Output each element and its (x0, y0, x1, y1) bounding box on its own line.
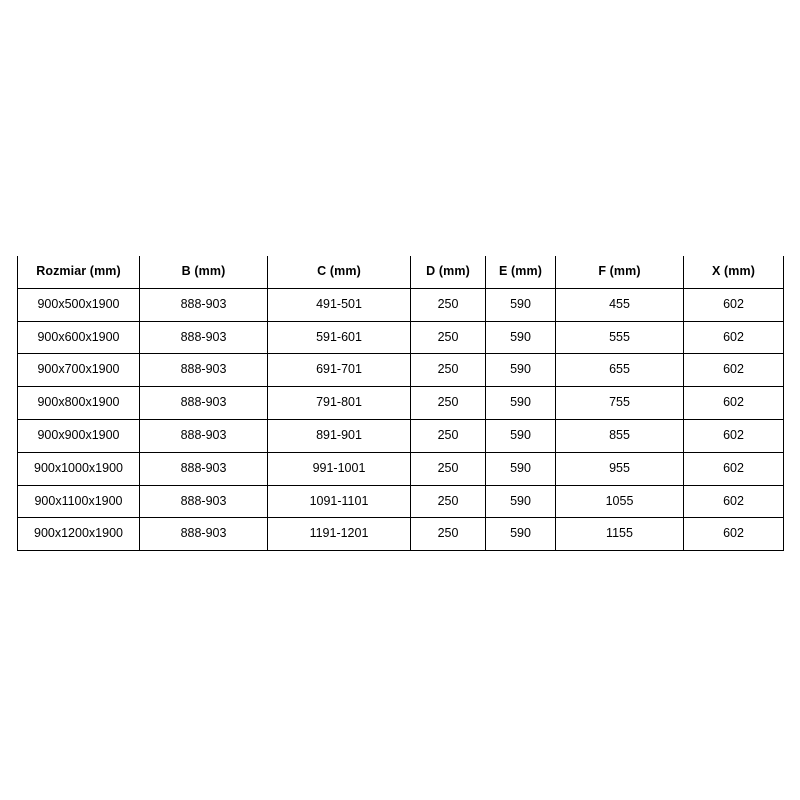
cell-f: 755 (555, 386, 684, 420)
cell-x: 602 (683, 485, 784, 519)
cell-f: 655 (555, 353, 684, 388)
table-row: 900x500x1900 888-903 491-501 250 590 455… (17, 288, 784, 322)
cell-e: 590 (485, 288, 556, 322)
cell-d: 250 (410, 386, 486, 420)
table-header-row: Rozmiar (mm) B (mm) C (mm) D (mm) E (mm)… (17, 256, 784, 289)
cell-d: 250 (410, 321, 486, 355)
cell-f: 555 (555, 321, 684, 355)
cell-d: 250 (410, 485, 486, 519)
table-row: 900x1000x1900 888-903 991-1001 250 590 9… (17, 452, 784, 486)
cell-x: 602 (683, 419, 784, 453)
cell-b: 888-903 (139, 288, 268, 322)
cell-f: 1055 (555, 485, 684, 519)
table-row: 900x700x1900 888-903 691-701 250 590 655… (17, 353, 784, 388)
cell-f: 455 (555, 288, 684, 322)
cell-b: 888-903 (139, 485, 268, 519)
cell-e: 590 (485, 517, 556, 552)
cell-rozmiar: 900x700x1900 (17, 353, 140, 388)
cell-e: 590 (485, 386, 556, 420)
cell-d: 250 (410, 419, 486, 453)
table-row: 900x900x1900 888-903 891-901 250 590 855… (17, 419, 784, 453)
column-header-c: C (mm) (267, 256, 411, 289)
cell-d: 250 (410, 452, 486, 486)
cell-f: 1155 (555, 517, 684, 552)
dimensions-table: Rozmiar (mm) B (mm) C (mm) D (mm) E (mm)… (17, 256, 784, 552)
cell-rozmiar: 900x600x1900 (17, 321, 140, 355)
cell-c: 1191-1201 (267, 517, 411, 552)
cell-e: 590 (485, 419, 556, 453)
cell-e: 590 (485, 353, 556, 388)
cell-x: 602 (683, 288, 784, 322)
cell-rozmiar: 900x800x1900 (17, 386, 140, 420)
column-header-b: B (mm) (139, 256, 268, 289)
cell-rozmiar: 900x500x1900 (17, 288, 140, 322)
column-header-d: D (mm) (410, 256, 486, 289)
cell-rozmiar: 900x1000x1900 (17, 452, 140, 486)
cell-b: 888-903 (139, 419, 268, 453)
cell-b: 888-903 (139, 321, 268, 355)
cell-c: 1091-1101 (267, 485, 411, 519)
cell-b: 888-903 (139, 386, 268, 420)
table-row: 900x800x1900 888-903 791-801 250 590 755… (17, 386, 784, 420)
cell-b: 888-903 (139, 353, 268, 388)
cell-rozmiar: 900x1200x1900 (17, 517, 140, 552)
table-row: 900x600x1900 888-903 591-601 250 590 555… (17, 321, 784, 355)
cell-d: 250 (410, 517, 486, 552)
column-header-rozmiar: Rozmiar (mm) (17, 256, 140, 289)
cell-rozmiar: 900x900x1900 (17, 419, 140, 453)
cell-c: 491-501 (267, 288, 411, 322)
cell-x: 602 (683, 321, 784, 355)
table-row: 900x1100x1900 888-903 1091-1101 250 590 … (17, 485, 784, 519)
cell-x: 602 (683, 386, 784, 420)
cell-f: 855 (555, 419, 684, 453)
column-header-e: E (mm) (485, 256, 556, 289)
cell-c: 891-901 (267, 419, 411, 453)
table-header: Rozmiar (mm) B (mm) C (mm) D (mm) E (mm)… (17, 256, 784, 289)
cell-x: 602 (683, 452, 784, 486)
cell-c: 991-1001 (267, 452, 411, 486)
column-header-f: F (mm) (555, 256, 684, 289)
cell-x: 602 (683, 517, 784, 552)
cell-e: 590 (485, 321, 556, 355)
cell-e: 590 (485, 485, 556, 519)
cell-f: 955 (555, 452, 684, 486)
cell-c: 691-701 (267, 353, 411, 388)
cell-d: 250 (410, 353, 486, 388)
cell-d: 250 (410, 288, 486, 322)
cell-b: 888-903 (139, 517, 268, 552)
column-header-x: X (mm) (683, 256, 784, 289)
cell-rozmiar: 900x1100x1900 (17, 485, 140, 519)
cell-c: 591-601 (267, 321, 411, 355)
cell-b: 888-903 (139, 452, 268, 486)
table-body: 900x500x1900 888-903 491-501 250 590 455… (17, 288, 784, 552)
cell-e: 590 (485, 452, 556, 486)
dimensions-table-container: Rozmiar (mm) B (mm) C (mm) D (mm) E (mm)… (17, 256, 784, 552)
table-row: 900x1200x1900 888-903 1191-1201 250 590 … (17, 517, 784, 552)
cell-x: 602 (683, 353, 784, 388)
cell-c: 791-801 (267, 386, 411, 420)
